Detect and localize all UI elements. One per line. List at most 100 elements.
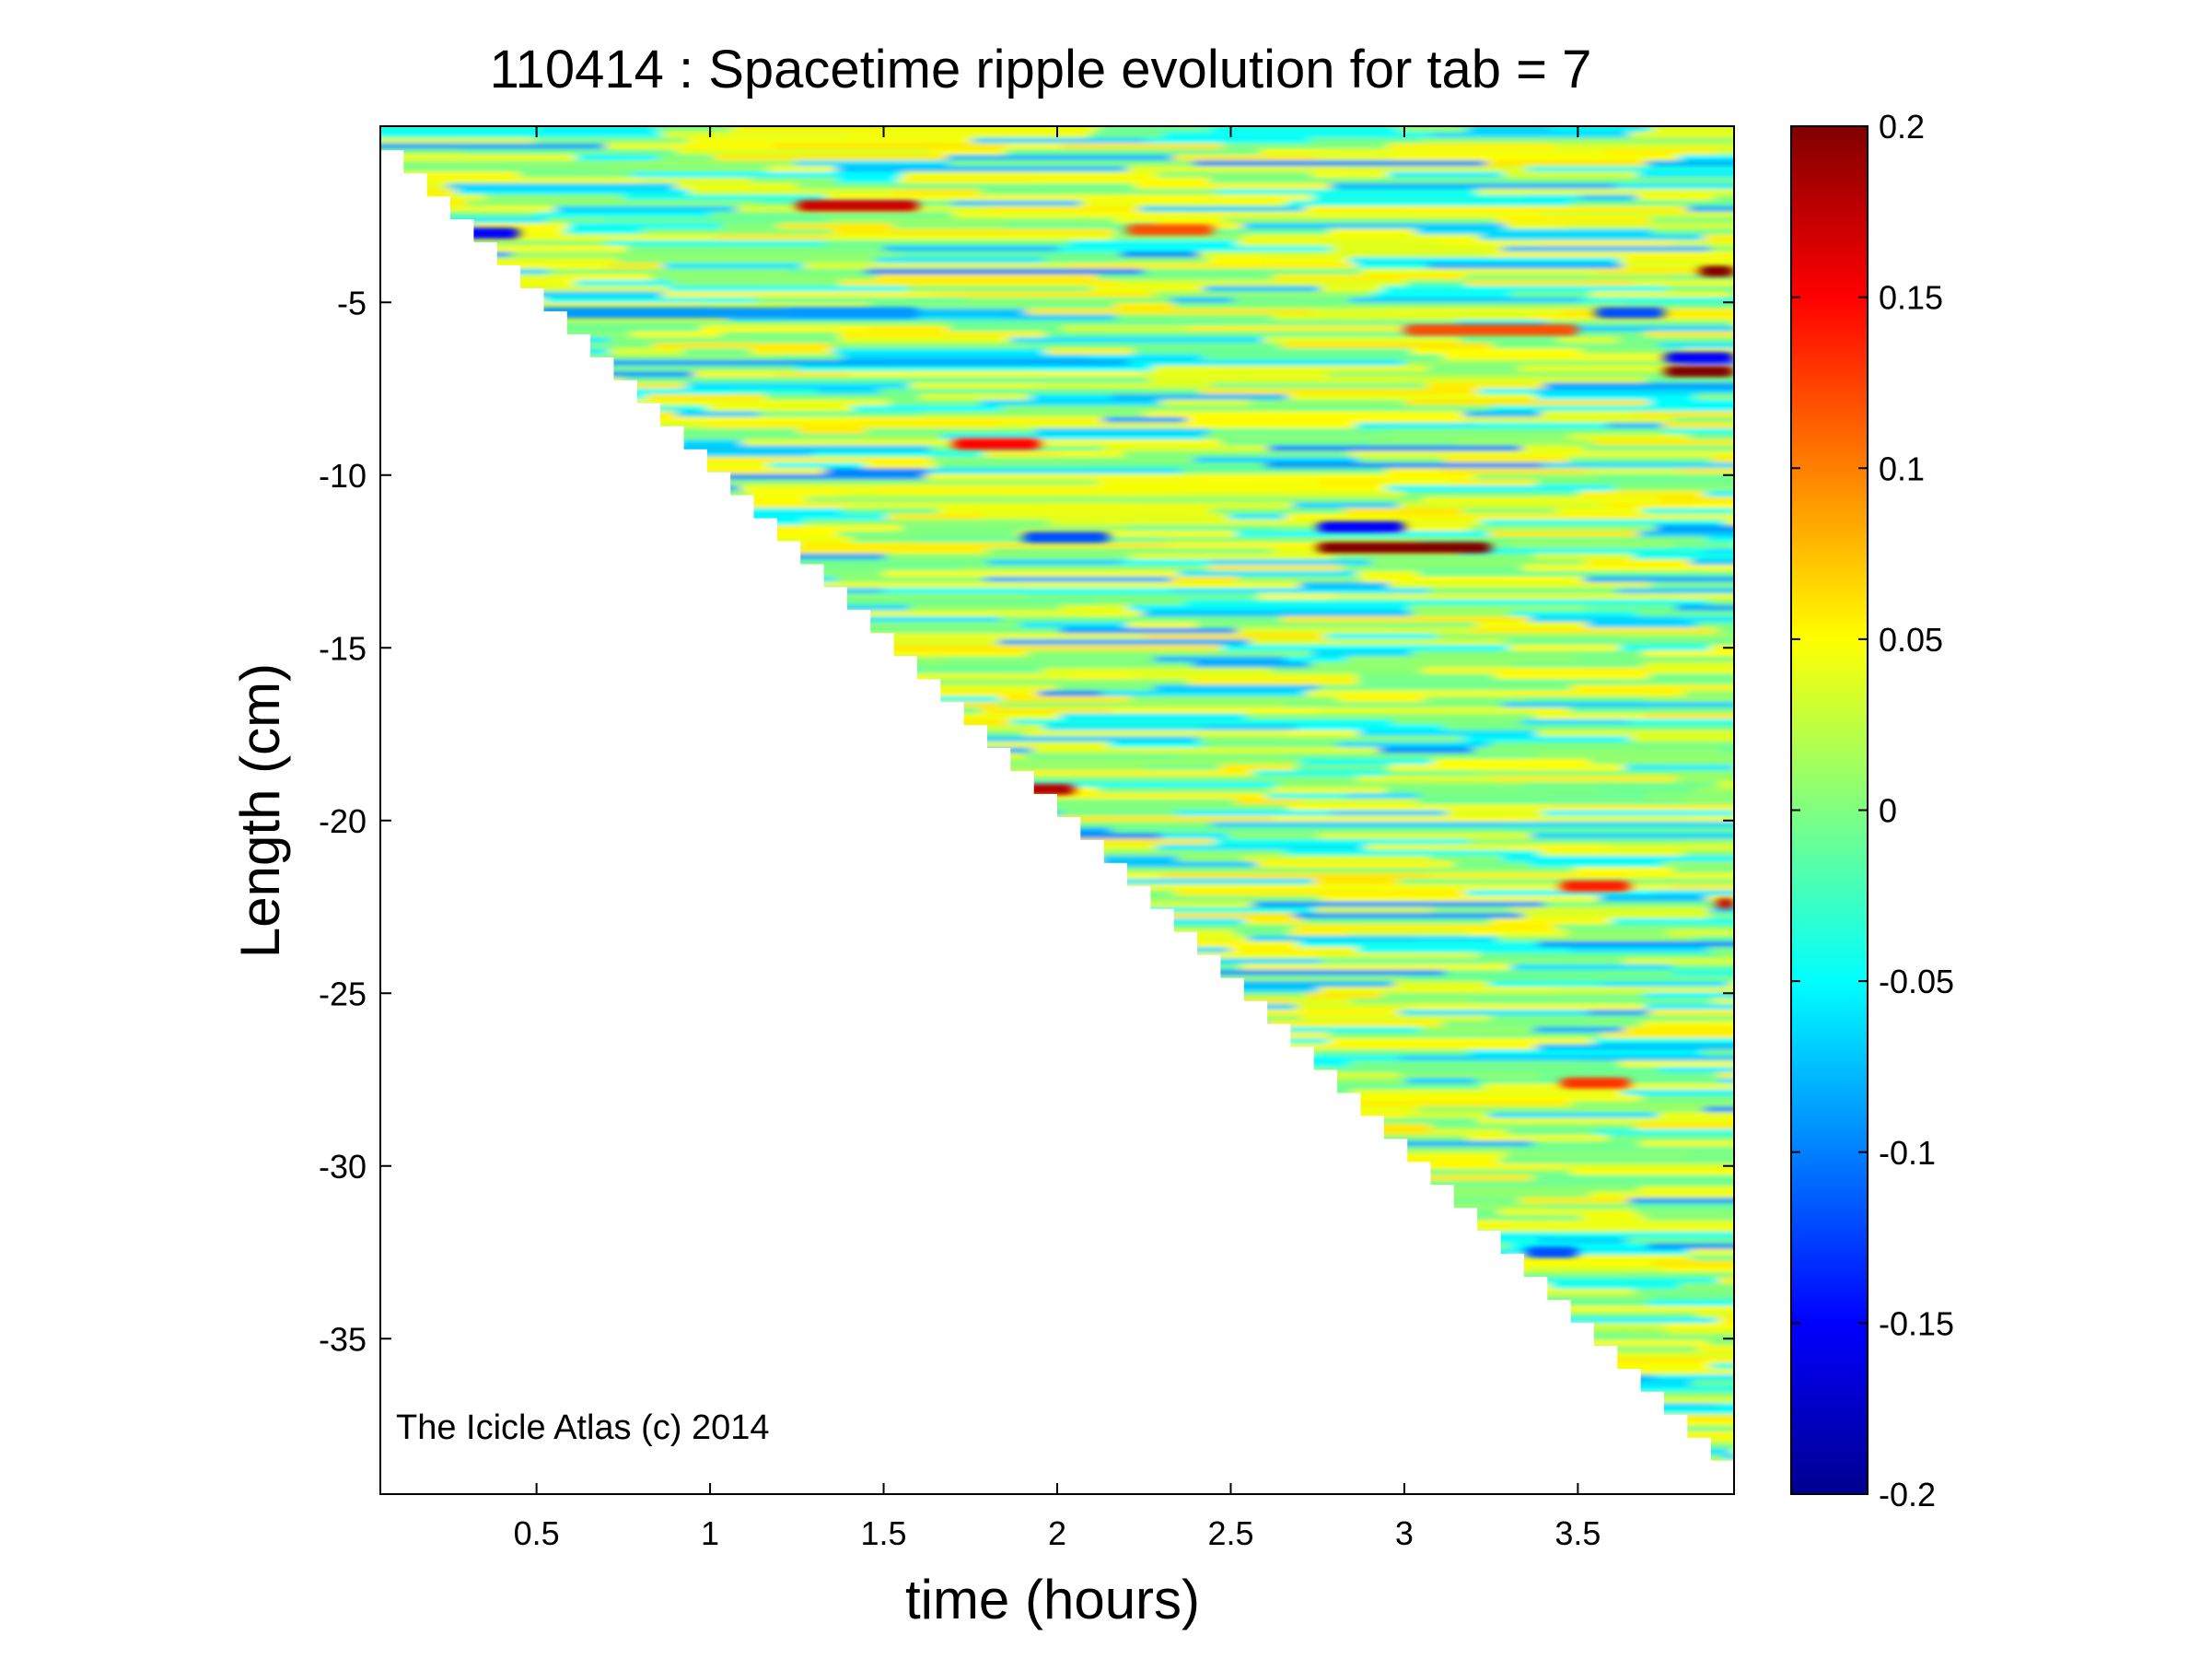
heatmap-cell <box>984 450 1061 459</box>
heatmap-cell <box>1613 485 1734 493</box>
heatmap-cell <box>767 166 836 173</box>
heatmap-cell <box>652 343 832 350</box>
heatmap-cell <box>1690 502 1734 510</box>
heatmap-cell <box>847 502 1130 510</box>
heatmap-cell <box>914 765 1147 772</box>
heatmap-cell <box>1645 377 1734 384</box>
heatmap-cell <box>1196 473 1474 482</box>
heatmap-cell <box>1709 245 1734 253</box>
heatmap-cell <box>1447 1277 1719 1285</box>
heatmap-cell <box>1123 450 1350 459</box>
heatmap-cell <box>536 211 711 219</box>
heatmap-cell <box>1536 1044 1734 1051</box>
heatmap-cell <box>1639 1186 1734 1194</box>
heatmap-cell <box>1219 439 1371 447</box>
heatmap-cell <box>1599 895 1707 903</box>
heatmap-cell <box>1446 810 1543 818</box>
heatmap-cell <box>1399 1055 1582 1063</box>
heatmap-cell <box>1436 633 1617 641</box>
heatmap-cell <box>1182 422 1356 430</box>
heatmap-cell <box>1740 811 2015 818</box>
heatmap-cell <box>1296 1003 1413 1011</box>
heatmap-cell <box>1306 992 1382 1000</box>
heatmap-cell <box>1146 633 1326 641</box>
heatmap-cell <box>609 348 683 356</box>
heatmap-cell <box>1178 856 1243 863</box>
heatmap-cell <box>1411 610 1510 618</box>
heatmap-cell <box>1443 456 1569 464</box>
heatmap-cell <box>742 439 984 447</box>
x-axis-label: time (hours) <box>905 1569 1200 1630</box>
heatmap-cell <box>1393 981 1489 988</box>
heatmap-cell <box>1386 485 1614 493</box>
heatmap-cell <box>1385 427 1665 436</box>
heatmap-cell <box>842 508 939 516</box>
heatmap-cell <box>380 223 568 230</box>
heatmap-cell <box>1538 1294 1651 1303</box>
heatmap-cell <box>876 274 1098 282</box>
heatmap-cell <box>1312 1151 1506 1160</box>
heatmap-cell <box>1183 969 1445 977</box>
heatmap-cell <box>1026 309 1313 316</box>
heatmap-cell <box>1301 799 1418 806</box>
heatmap-cell <box>1518 154 1679 162</box>
heatmap-cell <box>751 336 840 345</box>
x-tick-label: 1 <box>701 1514 719 1552</box>
heatmap-cell <box>1634 411 1734 419</box>
heatmap-cell <box>1113 217 1225 225</box>
heatmap-cell <box>1319 684 1572 693</box>
heatmap-cell <box>1652 228 1734 237</box>
heatmap-cell <box>1606 422 1664 430</box>
heatmap-cell <box>1412 650 1570 658</box>
heatmap-cell <box>1625 872 1734 881</box>
heatmap-cell <box>806 599 1095 607</box>
heatmap-cell <box>1716 148 1734 157</box>
heatmap-cell <box>1543 382 1734 391</box>
heatmap-cell <box>1708 947 1734 954</box>
heatmap-cell <box>1208 257 1265 264</box>
x-tick-label: 2.5 <box>1207 1514 1253 1552</box>
heatmap-cell <box>1592 439 1734 447</box>
heatmap-cell <box>1505 1151 1691 1160</box>
heatmap-cell <box>1203 742 1337 749</box>
y-tick-label: -35 <box>319 1320 367 1358</box>
heatmap-cell <box>1329 1038 1593 1046</box>
heatmap-cell <box>1630 736 1734 743</box>
heatmap-cell <box>1695 1312 1734 1319</box>
heatmap-cell <box>1154 656 1286 664</box>
heatmap-cell <box>1271 667 1423 675</box>
heatmap-cell <box>1542 211 1734 219</box>
heatmap-cell <box>1252 901 1544 909</box>
heatmap-cell <box>1717 1317 1734 1325</box>
heatmap-cell <box>1330 182 1616 191</box>
heatmap-cell <box>1510 906 1710 915</box>
heatmap-cell <box>1741 742 2031 749</box>
heatmap-cell <box>1462 508 1556 516</box>
heatmap-cell <box>645 393 765 402</box>
heatmap-cell <box>1616 633 1734 641</box>
heatmap-cell <box>1722 1454 1734 1462</box>
ripple-feature <box>1595 307 1665 319</box>
heatmap-cell <box>1337 695 1425 704</box>
heatmap-cell <box>1720 747 1734 755</box>
heatmap-cell <box>786 268 866 276</box>
heatmap-cell <box>1537 730 1734 738</box>
heatmap-cell <box>1098 856 1179 863</box>
heatmap-cell <box>1583 1066 1659 1074</box>
heatmap-cell <box>630 171 903 180</box>
heatmap-cell <box>1555 508 1644 516</box>
heatmap-cell <box>1706 1015 1734 1022</box>
heatmap-cell <box>1250 707 1317 715</box>
heatmap-cell <box>1558 336 1619 345</box>
heatmap-cell <box>1228 513 1286 521</box>
heatmap-cell <box>853 416 1103 425</box>
heatmap-cell <box>1659 343 1734 350</box>
heatmap-cell <box>1061 604 1129 613</box>
heatmap-cell <box>1568 456 1713 464</box>
heatmap-cell <box>812 450 984 459</box>
heatmap-cell <box>1417 799 1682 806</box>
heatmap-cell <box>1603 1368 1734 1376</box>
heatmap-cell <box>1488 1248 1690 1256</box>
heatmap-cell <box>882 245 1059 253</box>
